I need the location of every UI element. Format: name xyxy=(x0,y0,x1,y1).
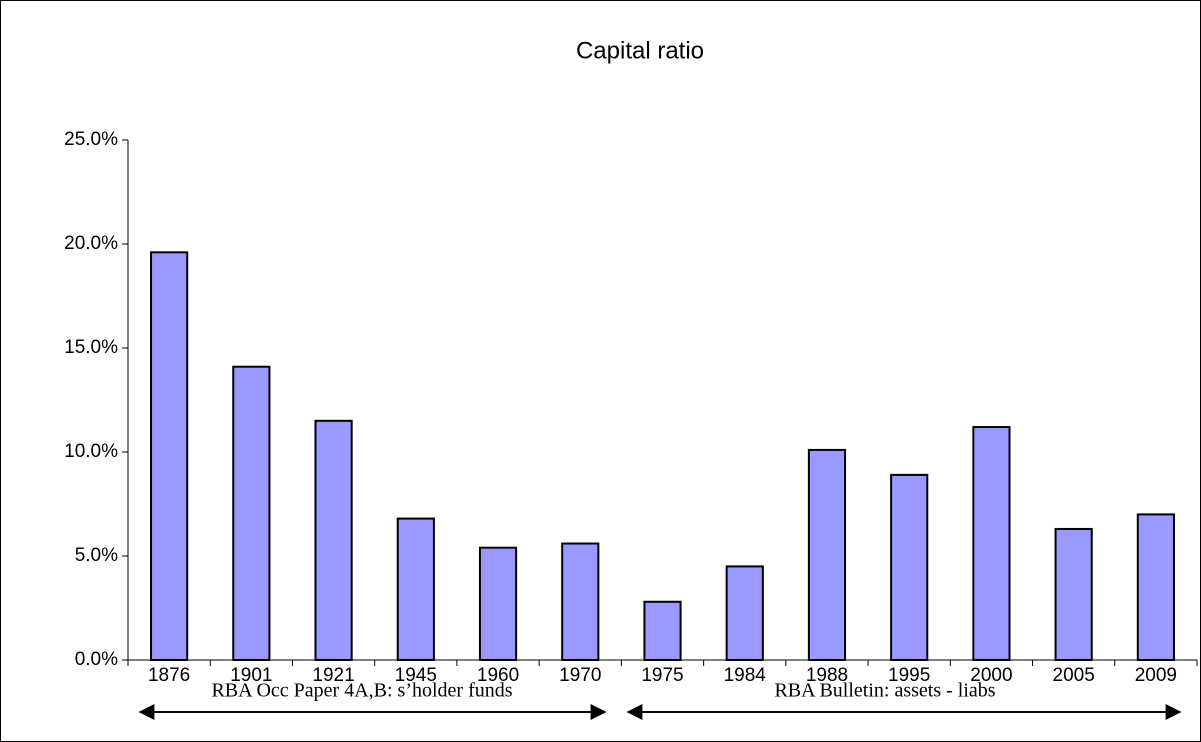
x-tick-label: 1921 xyxy=(312,665,354,686)
x-tick-label: 1988 xyxy=(806,665,848,686)
bar xyxy=(1136,513,1175,662)
x-tick-label: 2000 xyxy=(970,665,1012,686)
x-tick-label: 1975 xyxy=(641,665,683,686)
x-tick-label: 2009 xyxy=(1135,665,1177,686)
x-tick-label: 1960 xyxy=(477,665,519,686)
y-tick-label: 15.0% xyxy=(64,337,118,358)
bar xyxy=(314,419,353,661)
y-tick-label: 25.0% xyxy=(64,129,118,150)
x-tick-label: 1945 xyxy=(395,665,437,686)
bar xyxy=(890,473,929,661)
y-tick-label: 20.0% xyxy=(64,233,118,254)
bar xyxy=(150,251,189,661)
x-tick-label: 2005 xyxy=(1053,665,1095,686)
x-tick-label: 1901 xyxy=(230,665,272,686)
bar xyxy=(396,517,435,661)
x-tick-label: 1995 xyxy=(888,665,930,686)
bar xyxy=(232,365,271,661)
x-tick-label: 1970 xyxy=(559,665,601,686)
bar xyxy=(478,546,518,661)
y-tick-label: 5.0% xyxy=(75,545,118,566)
chart-title: Capital ratio xyxy=(576,37,704,64)
bar xyxy=(725,565,764,662)
annotation: RBA Occ Paper 4A,B: s’holder funds xyxy=(211,680,512,702)
bar xyxy=(972,426,1011,662)
x-tick-label: 1984 xyxy=(724,665,767,686)
bar xyxy=(807,448,847,662)
y-tick-label: 10.0% xyxy=(64,441,118,462)
x-tick-label: 1876 xyxy=(148,665,190,686)
y-tick-label: 0.0% xyxy=(75,649,118,670)
bar xyxy=(643,600,682,662)
annotation: RBA Bulletin: assets - liabs xyxy=(774,680,995,702)
bar xyxy=(561,542,600,662)
bar xyxy=(1054,527,1093,662)
